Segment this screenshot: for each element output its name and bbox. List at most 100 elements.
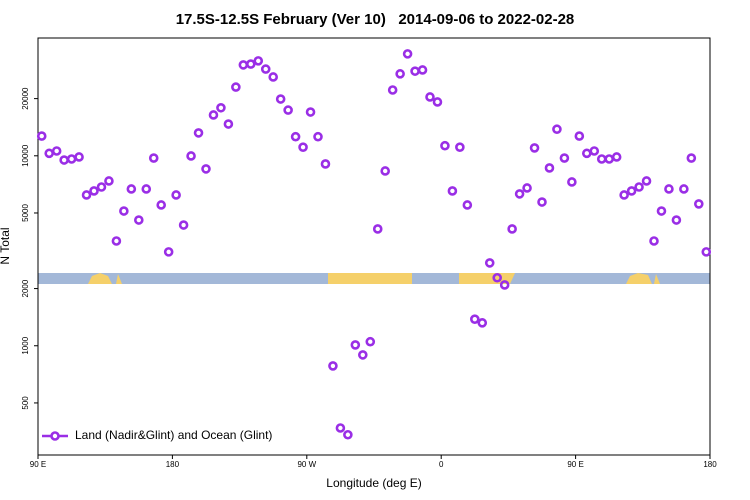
data-point bbox=[275, 94, 286, 104]
data-point bbox=[134, 215, 144, 225]
data-point bbox=[36, 131, 47, 141]
y-tick-label: 1000 bbox=[21, 336, 30, 354]
data-point bbox=[679, 184, 689, 194]
legend-marker bbox=[50, 431, 60, 441]
x-tick-label: 180 bbox=[166, 460, 180, 469]
data-point bbox=[89, 186, 99, 196]
data-point bbox=[649, 236, 659, 246]
data-point bbox=[350, 340, 361, 350]
data-point bbox=[260, 64, 271, 74]
data-point bbox=[544, 163, 555, 173]
data-point bbox=[417, 65, 428, 75]
data-point bbox=[268, 72, 279, 82]
legend-label: Land (Nadir&Glint) and Ocean (Glint) bbox=[75, 428, 272, 442]
data-point bbox=[283, 105, 293, 115]
data-point bbox=[619, 190, 629, 200]
data-point bbox=[529, 143, 540, 153]
x-tick-label: 90 W bbox=[297, 460, 316, 469]
data-point bbox=[163, 247, 174, 257]
data-point bbox=[410, 66, 420, 76]
x-axis-label: Longitude (deg E) bbox=[326, 476, 421, 490]
data-point bbox=[432, 97, 443, 107]
data-point bbox=[402, 49, 413, 59]
data-point bbox=[59, 155, 69, 165]
data-point bbox=[537, 197, 547, 207]
data-point bbox=[372, 224, 383, 234]
data-point bbox=[178, 220, 189, 230]
data-point bbox=[634, 182, 644, 192]
data-point bbox=[357, 350, 368, 360]
data-point bbox=[104, 176, 114, 186]
chart-title: 17.5S-12.5S February (Ver 10) 2014-09-06… bbox=[176, 11, 575, 28]
data-point bbox=[305, 107, 316, 117]
x-tick-label: 180 bbox=[703, 460, 717, 469]
data-point bbox=[44, 148, 55, 159]
data-point bbox=[201, 164, 211, 174]
data-point bbox=[559, 153, 570, 163]
data-point bbox=[81, 190, 92, 200]
data-point bbox=[171, 190, 181, 200]
data-point bbox=[253, 56, 264, 66]
data-point bbox=[656, 206, 667, 216]
data-point bbox=[462, 200, 473, 210]
data-point bbox=[238, 60, 249, 70]
y-tick-label: 5000 bbox=[21, 204, 30, 222]
data-point bbox=[335, 423, 346, 433]
data-point bbox=[455, 142, 465, 152]
data-point bbox=[208, 110, 219, 120]
data-point bbox=[664, 184, 674, 194]
data-point bbox=[186, 151, 196, 161]
data-point bbox=[126, 184, 137, 194]
data-point bbox=[320, 159, 331, 169]
x-tick-label: 90 E bbox=[567, 460, 583, 469]
data-point bbox=[193, 128, 204, 138]
data-point bbox=[477, 318, 488, 328]
data-point bbox=[231, 82, 241, 92]
data-point bbox=[581, 148, 592, 159]
data-point bbox=[440, 140, 450, 151]
data-point bbox=[686, 153, 697, 163]
data-point bbox=[365, 336, 376, 347]
data-point bbox=[313, 131, 323, 142]
y-tick-label: 500 bbox=[21, 396, 30, 410]
data-point bbox=[484, 258, 495, 268]
data-point bbox=[641, 176, 652, 186]
data-point bbox=[111, 236, 122, 246]
data-point bbox=[522, 183, 532, 193]
data-point bbox=[492, 272, 503, 283]
data-point bbox=[328, 361, 338, 371]
data-point bbox=[74, 152, 84, 162]
data-point bbox=[216, 102, 226, 113]
data-point bbox=[66, 154, 77, 164]
data-point bbox=[693, 199, 704, 209]
data-point bbox=[701, 247, 712, 257]
plot-frame bbox=[37, 37, 711, 456]
data-point bbox=[611, 152, 622, 162]
data-point bbox=[552, 124, 562, 135]
data-point bbox=[469, 314, 480, 324]
data-point bbox=[380, 166, 391, 176]
data-point bbox=[425, 92, 435, 102]
data-point bbox=[499, 280, 510, 290]
y-tick-label: 2000 bbox=[21, 279, 30, 297]
data-point bbox=[148, 153, 159, 163]
y-axis-label: N Total bbox=[0, 227, 12, 264]
data-point bbox=[119, 206, 129, 216]
data-point bbox=[395, 69, 405, 79]
data-point bbox=[156, 200, 166, 210]
x-tick-label: 90 E bbox=[30, 460, 46, 469]
data-point bbox=[246, 59, 256, 69]
data-point bbox=[387, 85, 398, 95]
data-point bbox=[514, 189, 525, 199]
data-point bbox=[343, 429, 353, 440]
data-point bbox=[96, 182, 107, 192]
x-tick-label: 0 bbox=[439, 460, 444, 469]
data-point bbox=[596, 154, 607, 164]
data-point bbox=[141, 184, 152, 194]
data-point bbox=[51, 146, 62, 156]
data-point bbox=[298, 142, 308, 152]
data-point bbox=[567, 177, 577, 187]
y-tick-label: 20000 bbox=[21, 87, 30, 110]
data-point bbox=[626, 186, 637, 196]
